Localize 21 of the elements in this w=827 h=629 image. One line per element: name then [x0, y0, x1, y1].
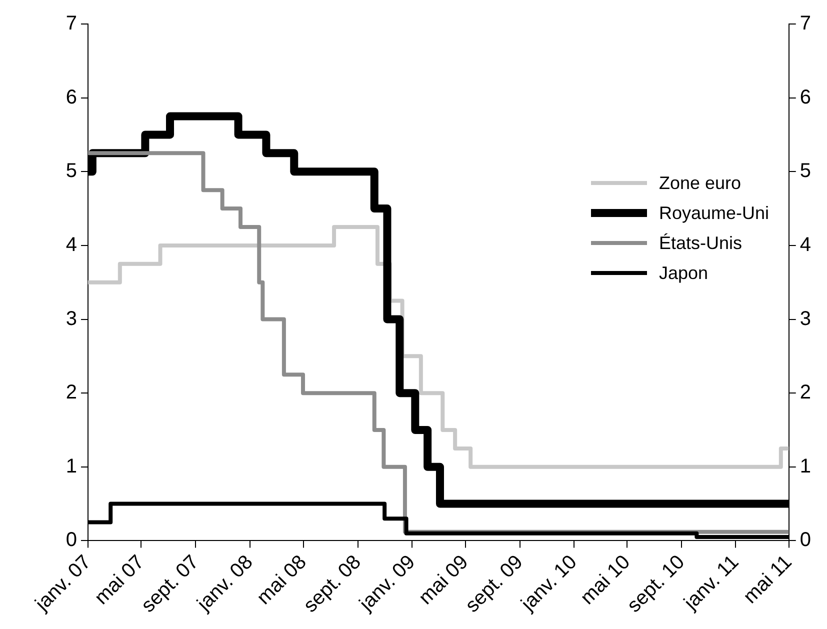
y2-tick-label: 2 — [800, 382, 811, 404]
x-tick-label: mai 11 — [739, 551, 796, 608]
legend-label: États-Unis — [658, 232, 742, 254]
y-tick-label: 3 — [66, 308, 77, 330]
y-tick-label: 2 — [66, 382, 77, 404]
y2-tick-label: 1 — [800, 455, 811, 478]
y-tick-label: 4 — [66, 234, 77, 256]
y2-tick-label: 5 — [800, 160, 811, 182]
legend-label: Zone euro — [658, 172, 742, 194]
y2-tick-label: 4 — [800, 234, 811, 256]
legend-label: Royaume-Uni — [658, 202, 769, 224]
y-tick-label: 7 — [66, 12, 77, 35]
y-tick-label: 6 — [66, 86, 77, 108]
y-tick-label: 0 — [66, 529, 77, 552]
y-tick-label: 1 — [66, 455, 77, 478]
y2-tick-label: 0 — [800, 529, 811, 552]
legend-label: Japon — [658, 262, 708, 284]
y2-tick-label: 3 — [800, 308, 811, 330]
y2-tick-label: 7 — [800, 12, 811, 35]
y-tick-label: 5 — [66, 160, 77, 182]
y2-tick-label: 6 — [800, 86, 811, 108]
